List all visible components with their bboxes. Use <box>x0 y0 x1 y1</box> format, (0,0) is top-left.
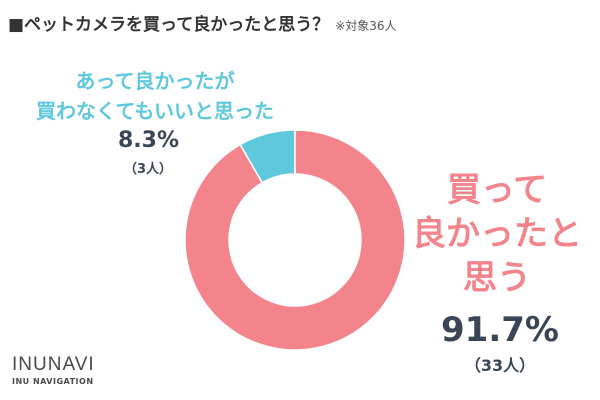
respondent-note: ※対象36人 <box>335 19 397 33</box>
small-slice-count: （3人） <box>123 162 173 177</box>
logo-sub-text: INU NAVIGATION <box>12 377 94 386</box>
big-slice-label-line3: 思う <box>463 258 531 298</box>
big-slice-label-line2: 良かったと <box>412 214 582 254</box>
big-slice-count: （33人） <box>464 356 536 375</box>
title-text: ■ペットカメラを買って良かったと思う？ <box>8 15 330 35</box>
donut-slice-bought-good <box>184 129 406 351</box>
small-slice-label-line1: あって良かったが <box>75 69 235 93</box>
small-slice-percent: 8.3% <box>118 128 180 153</box>
inunavi-logo: INUNAVI INU NAVIGATION <box>12 354 95 386</box>
big-slice-percent: 91.7% <box>441 310 559 350</box>
big-slice-label-line1: 買って <box>446 170 548 210</box>
small-slice-label-line2: 買わなくてもいいと思った <box>36 99 274 123</box>
small-slice-label: あって良かったが 買わなくてもいいと思った <box>10 66 300 126</box>
chart-title: ■ペットカメラを買って良かったと思う？ ※対象36人 <box>8 10 397 35</box>
big-slice-label: 買って 良かったと 思う <box>402 168 592 300</box>
logo-main-text: INUNAVI <box>12 354 95 375</box>
